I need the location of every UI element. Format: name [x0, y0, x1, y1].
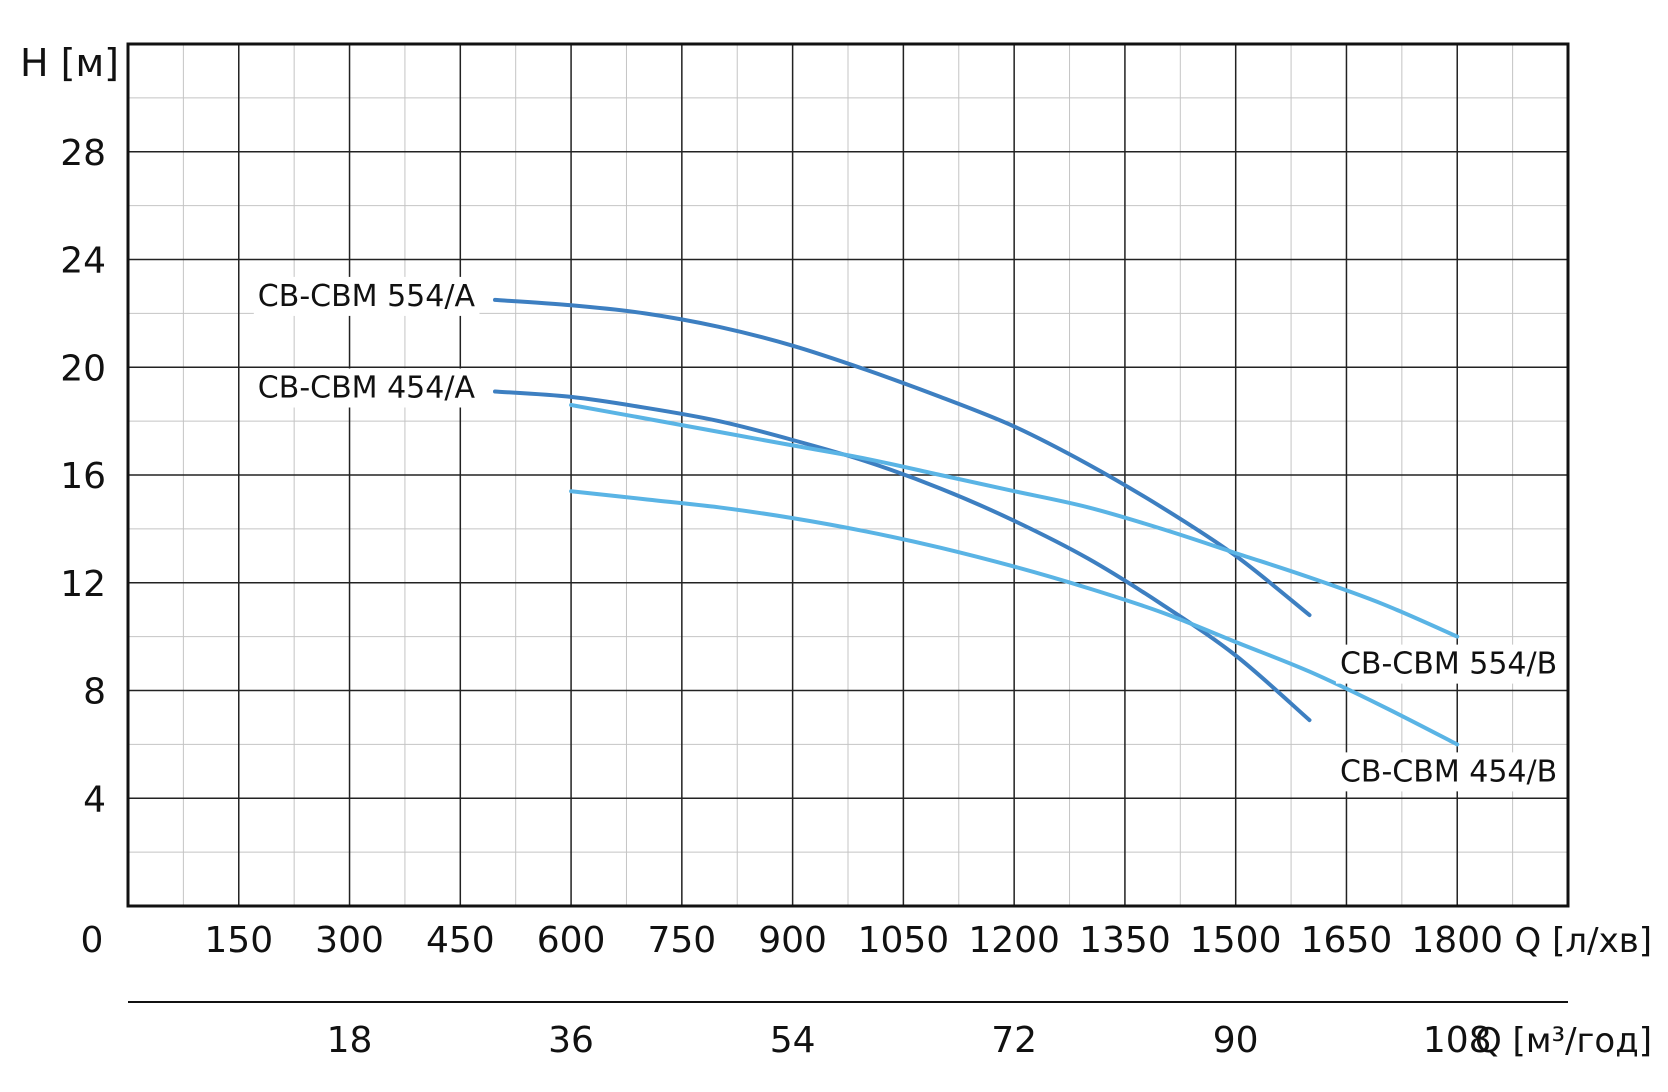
series-labels: CB-CBM 554/A CB-CBM 454/A CB-CBM 554/B CB-C… — [253, 276, 1562, 792]
x-tick-label: 1800 — [1411, 920, 1503, 961]
x-tick-label: 0 — [81, 920, 104, 961]
secondary-x-tick-label: 36 — [548, 1020, 594, 1061]
x-tick-label: 900 — [758, 920, 827, 961]
series-label: CB-CBM 554/B — [1340, 647, 1557, 682]
plot-frame — [126, 42, 1570, 908]
y-tick-label: 8 — [83, 672, 106, 713]
series-line — [569, 489, 1460, 747]
y-tick-label: 24 — [60, 241, 106, 282]
series-label: CB-CBM 454/A — [258, 370, 476, 405]
series-line — [493, 297, 1312, 618]
x-tick-label: 1350 — [1079, 920, 1171, 961]
major-grid — [128, 44, 1568, 906]
x-tick-label: 150 — [204, 920, 273, 961]
x-tick-label: 300 — [315, 920, 384, 961]
series-label-background — [1335, 644, 1562, 684]
x-tick-labels: 0 150 300 450 600 750 900 1050 1200 1350 1500 1650 1… — [81, 920, 1503, 961]
x-axis-label: Q [л/хв] — [1515, 921, 1652, 961]
x-tick-label: 450 — [426, 920, 495, 961]
secondary-x-tick-label: 54 — [770, 1020, 816, 1061]
series-line — [493, 389, 1312, 723]
series-label-background — [253, 368, 480, 408]
y-tick-label: 4 — [83, 779, 106, 820]
series-label: CB-CBM 454/B — [1340, 754, 1557, 789]
secondary-x-tick-label: 18 — [327, 1020, 373, 1061]
secondary-x-tick-label: 72 — [991, 1020, 1037, 1061]
secondary-x-axis-label: Q [м³/год] — [1475, 1021, 1652, 1061]
secondary-x-axis: 18 36 54 72 90 108 — [128, 1001, 1568, 1061]
secondary-x-tick-label: 108 — [1423, 1020, 1492, 1061]
y-tick-label: 12 — [60, 564, 106, 605]
y-tick-label: 28 — [60, 133, 106, 174]
secondary-x-tick-label: 90 — [1213, 1020, 1259, 1061]
y-tick-labels: 4 8 12 16 20 24 28 — [60, 133, 106, 821]
x-tick-label: 1650 — [1301, 920, 1393, 961]
y-axis-label: H [м] — [20, 41, 119, 85]
y-tick-label: 16 — [60, 456, 106, 497]
series-label-background — [1335, 752, 1562, 792]
x-tick-label: 600 — [537, 920, 606, 961]
y-tick-label: 20 — [60, 348, 106, 389]
series-line — [569, 403, 1460, 639]
series-label-background — [253, 276, 480, 316]
x-tick-label: 1050 — [858, 920, 950, 961]
x-tick-label: 750 — [647, 920, 716, 961]
x-tick-label: 1200 — [968, 920, 1060, 961]
series-label: CB-CBM 554/A — [258, 279, 476, 314]
x-tick-label: 1500 — [1190, 920, 1282, 961]
curves — [493, 297, 1460, 747]
